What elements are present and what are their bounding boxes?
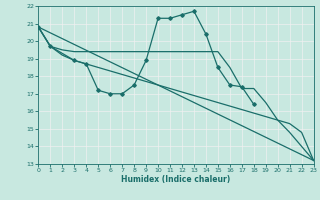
X-axis label: Humidex (Indice chaleur): Humidex (Indice chaleur) bbox=[121, 175, 231, 184]
